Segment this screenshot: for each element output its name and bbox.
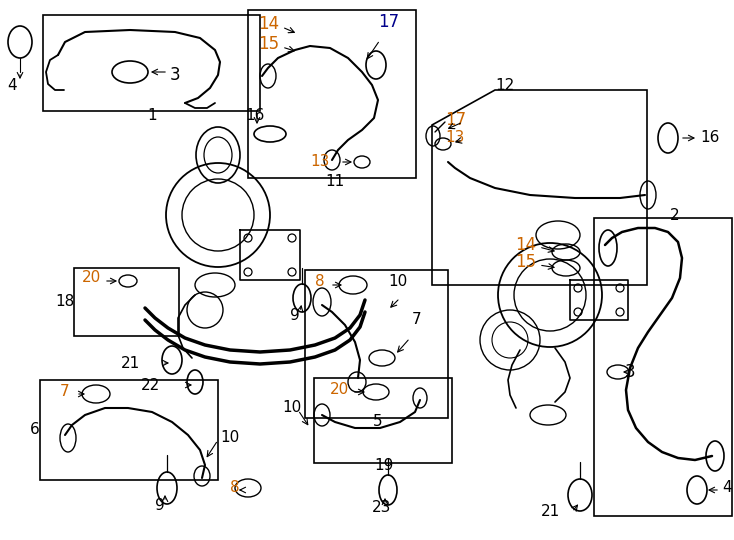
Text: 15: 15 [515, 253, 536, 271]
Text: 2: 2 [670, 207, 680, 222]
Text: 16: 16 [245, 107, 264, 123]
Text: 11: 11 [325, 174, 345, 190]
Bar [314, 378, 452, 463]
Text: 18: 18 [55, 294, 74, 309]
Bar [594, 218, 732, 516]
Text: 15: 15 [258, 35, 279, 53]
Bar [305, 270, 448, 418]
Text: 23: 23 [372, 501, 391, 516]
Text: 6: 6 [30, 422, 40, 437]
Text: 7: 7 [60, 384, 70, 400]
Text: 8: 8 [315, 274, 324, 289]
Text: 17: 17 [378, 13, 399, 31]
Text: 21: 21 [121, 355, 140, 370]
Text: 3: 3 [625, 363, 636, 381]
Text: 10: 10 [282, 401, 301, 415]
Text: 17: 17 [445, 111, 466, 129]
Text: 20: 20 [330, 382, 349, 397]
Text: 10: 10 [388, 274, 407, 289]
Text: 5: 5 [373, 415, 383, 429]
Text: 3: 3 [170, 66, 181, 84]
Text: 13: 13 [445, 131, 465, 145]
Text: 1: 1 [148, 107, 157, 123]
Text: 8: 8 [230, 481, 239, 496]
Bar [74, 268, 179, 336]
Text: 7: 7 [412, 313, 421, 327]
Text: 9: 9 [290, 307, 299, 322]
Bar [248, 10, 416, 178]
Text: 16: 16 [700, 131, 719, 145]
Text: 13: 13 [310, 154, 330, 170]
Text: 20: 20 [82, 271, 101, 286]
Text: 4: 4 [722, 481, 732, 496]
Text: 21: 21 [541, 504, 560, 519]
Text: 9: 9 [155, 497, 164, 512]
Bar [43, 15, 260, 111]
Text: 12: 12 [495, 78, 515, 93]
Text: 19: 19 [374, 458, 393, 474]
Text: 4: 4 [7, 78, 17, 93]
Text: 14: 14 [515, 236, 536, 254]
Text: 22: 22 [141, 377, 160, 393]
Text: 14: 14 [258, 15, 279, 33]
Bar [40, 380, 218, 480]
Text: 10: 10 [220, 430, 239, 445]
